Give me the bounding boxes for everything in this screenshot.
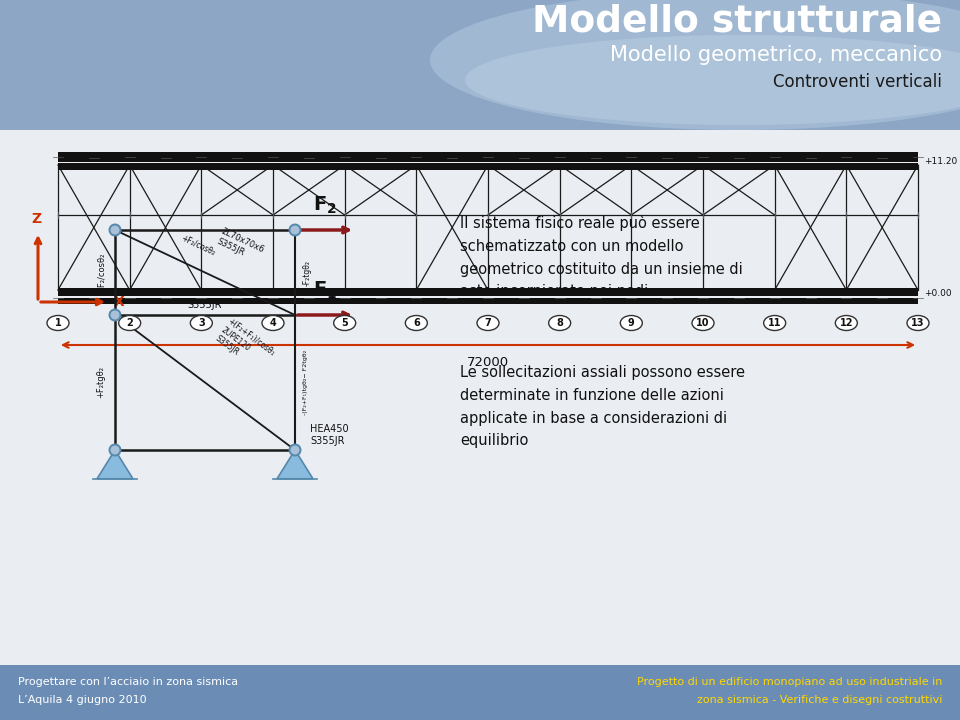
Ellipse shape	[47, 315, 69, 330]
Bar	[58, 163, 918, 170]
Circle shape	[109, 310, 121, 320]
Text: 11: 11	[768, 318, 781, 328]
Polygon shape	[97, 450, 133, 479]
Bar	[58, 152, 918, 162]
Text: +0.00: +0.00	[924, 289, 951, 297]
Bar	[0, 0, 960, 130]
Circle shape	[290, 225, 300, 235]
Text: Modello strutturale: Modello strutturale	[532, 4, 942, 40]
Text: Il sistema fisico reale può essere
schematizzato con un modello
geometrico costi: Il sistema fisico reale può essere schem…	[460, 215, 743, 300]
Ellipse shape	[119, 315, 141, 330]
Text: +11.20: +11.20	[924, 158, 957, 166]
Text: 10: 10	[696, 318, 709, 328]
Text: Controventi verticali: Controventi verticali	[773, 73, 942, 91]
Circle shape	[290, 444, 300, 456]
Ellipse shape	[465, 35, 960, 125]
Circle shape	[109, 444, 121, 456]
Text: Modello geometrico, meccanico: Modello geometrico, meccanico	[610, 45, 942, 65]
Text: $\mathbf{F_2}$: $\mathbf{F_2}$	[313, 194, 337, 216]
Text: zona sismica - Verifiche e disegni costruttivi: zona sismica - Verifiche e disegni costr…	[697, 695, 942, 705]
Text: HEA450
S355JR: HEA450 S355JR	[310, 424, 348, 446]
Ellipse shape	[334, 315, 355, 330]
Ellipse shape	[477, 315, 499, 330]
Text: 1: 1	[55, 318, 61, 328]
Ellipse shape	[190, 315, 212, 330]
Text: 7: 7	[485, 318, 492, 328]
Text: +(F₂+F₁)/cosθ₁
2UPE120
S355JR: +(F₂+F₁)/cosθ₁ 2UPE120 S355JR	[213, 317, 276, 374]
Ellipse shape	[835, 315, 857, 330]
Bar	[0, 130, 960, 665]
Text: +F₂tgθ₂: +F₂tgθ₂	[97, 366, 106, 398]
Text: 8: 8	[556, 318, 564, 328]
Circle shape	[109, 225, 121, 235]
Text: 13: 13	[911, 318, 924, 328]
Text: Z: Z	[31, 212, 41, 226]
Text: 4: 4	[270, 318, 276, 328]
Text: L’Aquila 4 giugno 2010: L’Aquila 4 giugno 2010	[18, 695, 147, 705]
Text: 2: 2	[127, 318, 133, 328]
Ellipse shape	[620, 315, 642, 330]
Text: 72000: 72000	[467, 356, 509, 369]
Ellipse shape	[262, 315, 284, 330]
Bar	[0, 665, 960, 720]
Text: Progettare con l’acciaio in zona sismica: Progettare con l’acciaio in zona sismica	[18, 677, 238, 687]
Ellipse shape	[549, 315, 570, 330]
Text: X: X	[114, 295, 125, 309]
Text: 2L70x70x6
S355JR: 2L70x70x6 S355JR	[215, 227, 265, 264]
Bar	[58, 298, 918, 304]
Text: Le sollecitazioni assiali possono essere
determinate in funzione delle azioni
ap: Le sollecitazioni assiali possono essere…	[460, 365, 745, 449]
Ellipse shape	[907, 315, 929, 330]
Text: 9: 9	[628, 318, 635, 328]
Text: 12: 12	[840, 318, 853, 328]
Text: HEA¹180
S355JR: HEA¹180 S355JR	[183, 289, 227, 310]
Text: -(F₂+F₁)tgθ₂− F2tgθ₂: -(F₂+F₁)tgθ₂− F2tgθ₂	[303, 350, 308, 415]
Bar	[58, 288, 918, 296]
Text: 5: 5	[342, 318, 348, 328]
Ellipse shape	[763, 315, 785, 330]
Text: 6: 6	[413, 318, 420, 328]
Ellipse shape	[405, 315, 427, 330]
Text: +F₂/cosθ₂: +F₂/cosθ₂	[180, 233, 217, 258]
Text: Progetto di un edificio monopiano ad uso industriale in: Progetto di un edificio monopiano ad uso…	[636, 677, 942, 687]
Ellipse shape	[692, 315, 714, 330]
Polygon shape	[277, 450, 313, 479]
Text: +F₂/cosθ₂: +F₂/cosθ₂	[97, 252, 106, 293]
Ellipse shape	[430, 0, 960, 130]
Text: 3: 3	[198, 318, 204, 328]
Text: $\mathbf{F_1}$: $\mathbf{F_1}$	[313, 279, 337, 301]
Text: -F₂tgθ₂: -F₂tgθ₂	[303, 259, 312, 286]
